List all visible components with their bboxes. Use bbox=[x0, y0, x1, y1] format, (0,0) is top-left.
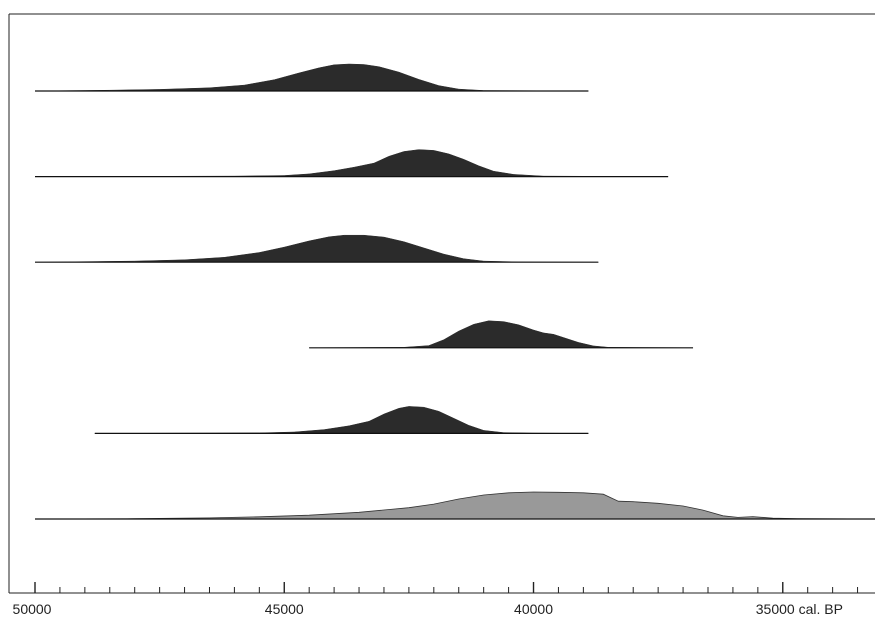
distributions-group bbox=[34, 63, 875, 520]
tick-label-50000: 50000 bbox=[13, 601, 52, 617]
tick-label-40000: 40000 bbox=[514, 601, 553, 617]
tick-label-35000: 35000 cal. BP bbox=[756, 601, 843, 617]
distribution-area-5 bbox=[94, 406, 589, 434]
distribution-area-1 bbox=[34, 63, 589, 92]
x-axis-ticks bbox=[34, 582, 859, 593]
distribution-area-6 bbox=[34, 491, 875, 520]
distribution-area-4 bbox=[309, 320, 694, 349]
tick-label-45000: 45000 bbox=[265, 601, 304, 617]
x-axis-tick-labels: 50000 45000 40000 35000 cal. BP bbox=[13, 601, 843, 617]
distribution-area-3 bbox=[34, 234, 599, 263]
distribution-area-2 bbox=[34, 149, 669, 177]
